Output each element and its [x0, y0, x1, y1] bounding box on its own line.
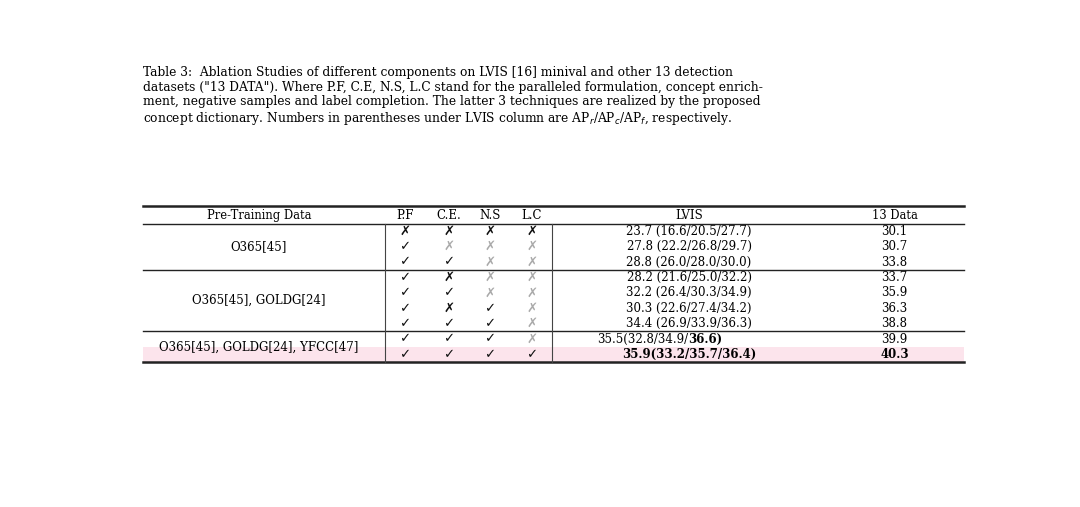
Text: ✗: ✗: [400, 225, 410, 238]
Text: LVIS: LVIS: [675, 209, 703, 222]
Text: P.F: P.F: [396, 209, 414, 222]
Text: 13 Data: 13 Data: [872, 209, 917, 222]
Text: 30.1: 30.1: [881, 225, 907, 238]
Text: ✗: ✗: [526, 256, 538, 269]
Text: 34.4 (26.9/33.9/36.3): 34.4 (26.9/33.9/36.3): [626, 317, 752, 330]
Text: ment, negative samples and label completion. The latter 3 techniques are realize: ment, negative samples and label complet…: [143, 95, 760, 108]
Text: 30.3 (22.6/27.4/34.2): 30.3 (22.6/27.4/34.2): [626, 302, 752, 315]
Text: ✗: ✗: [526, 317, 538, 330]
Text: ✓: ✓: [400, 317, 410, 330]
Text: ✓: ✓: [443, 317, 455, 330]
Text: 35.9: 35.9: [881, 286, 907, 300]
Text: 35.9(33.2/35.7/36.4): 35.9(33.2/35.7/36.4): [622, 348, 756, 361]
Text: ✓: ✓: [400, 271, 410, 284]
Text: ✗: ✗: [443, 225, 455, 238]
Text: ✓: ✓: [443, 333, 455, 346]
Text: ✗: ✗: [485, 240, 496, 253]
Text: ✗: ✗: [443, 271, 455, 284]
Text: ✗: ✗: [526, 302, 538, 315]
Text: 36.6): 36.6): [688, 333, 723, 346]
Text: ✓: ✓: [443, 348, 455, 361]
Text: ✓: ✓: [400, 348, 410, 361]
Text: ✓: ✓: [485, 317, 496, 330]
Text: 36.3: 36.3: [881, 302, 907, 315]
Text: ✗: ✗: [526, 225, 538, 238]
Text: ✓: ✓: [400, 286, 410, 300]
Text: Table 3:  Ablation Studies of different components on LVIS [16] minival and othe: Table 3: Ablation Studies of different c…: [143, 66, 732, 79]
Text: ✓: ✓: [400, 333, 410, 346]
Text: ✗: ✗: [485, 271, 496, 284]
Text: ✗: ✗: [526, 333, 538, 346]
Text: ✓: ✓: [443, 286, 455, 300]
Text: ✓: ✓: [485, 302, 496, 315]
Text: 35.5(32.8/34.9/: 35.5(32.8/34.9/: [597, 333, 688, 346]
Text: ✓: ✓: [443, 256, 455, 269]
Text: O365[45], GOLDG[24], YFCC[47]: O365[45], GOLDG[24], YFCC[47]: [160, 340, 359, 353]
Text: datasets ("13 DATA"). Where P.F, C.E, N.S, L.C stand for the paralleled formulat: datasets ("13 DATA"). Where P.F, C.E, N.…: [143, 81, 762, 94]
Text: ✓: ✓: [400, 240, 410, 253]
Text: ✓: ✓: [485, 348, 496, 361]
Text: Pre-Training Data: Pre-Training Data: [206, 209, 311, 222]
Text: ✗: ✗: [443, 240, 455, 253]
Text: concept dictionary. Numbers in parentheses under LVIS column are AP$_r$/AP$_c$/A: concept dictionary. Numbers in parenthes…: [143, 110, 731, 127]
Text: ✗: ✗: [526, 240, 538, 253]
Text: 23.7 (16.6/20.5/27.7): 23.7 (16.6/20.5/27.7): [626, 225, 752, 238]
Text: ✓: ✓: [485, 333, 496, 346]
Bar: [143, 347, 964, 362]
Text: 33.7: 33.7: [881, 271, 907, 284]
Text: O365[45]: O365[45]: [231, 240, 287, 253]
Text: ✗: ✗: [443, 302, 455, 315]
Text: N.S: N.S: [480, 209, 501, 222]
Text: ✓: ✓: [400, 302, 410, 315]
Text: ✗: ✗: [485, 256, 496, 269]
Text: 28.2 (21.6/25.0/32.2): 28.2 (21.6/25.0/32.2): [626, 271, 752, 284]
Text: 39.9: 39.9: [881, 333, 907, 346]
Text: 28.8 (26.0/28.0/30.0): 28.8 (26.0/28.0/30.0): [626, 256, 752, 269]
Text: ✗: ✗: [526, 286, 538, 300]
Text: 40.3: 40.3: [880, 348, 908, 361]
Text: ✓: ✓: [526, 348, 538, 361]
Text: L.C: L.C: [522, 209, 542, 222]
Text: O365[45], GOLDG[24]: O365[45], GOLDG[24]: [192, 294, 326, 307]
Text: ✗: ✗: [485, 225, 496, 238]
Text: 32.2 (26.4/30.3/34.9): 32.2 (26.4/30.3/34.9): [626, 286, 752, 300]
Text: 30.7: 30.7: [881, 240, 907, 253]
Text: 38.8: 38.8: [881, 317, 907, 330]
Text: C.E.: C.E.: [436, 209, 461, 222]
Text: ✗: ✗: [485, 286, 496, 300]
Text: 33.8: 33.8: [881, 256, 907, 269]
Text: ✗: ✗: [526, 271, 538, 284]
Text: ✓: ✓: [400, 256, 410, 269]
Text: 27.8 (22.2/26.8/29.7): 27.8 (22.2/26.8/29.7): [626, 240, 752, 253]
